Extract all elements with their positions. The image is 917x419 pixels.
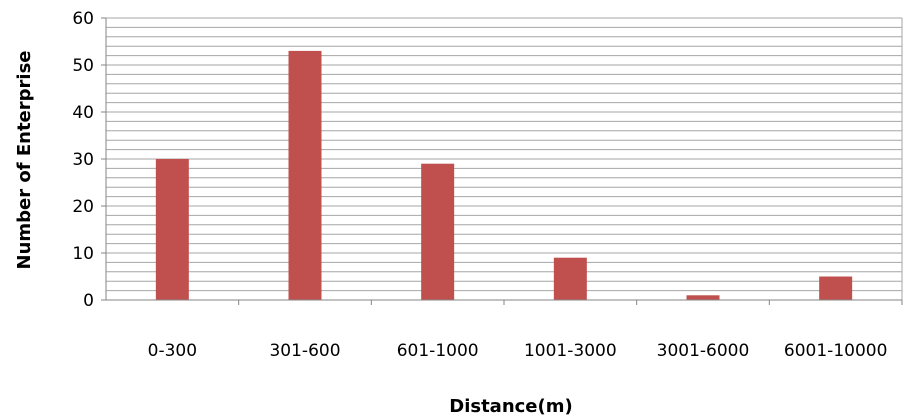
- y-tick-label: 0: [83, 291, 94, 311]
- y-tick-label: 60: [72, 9, 94, 29]
- x-tick-labels: 0-300 301-600 601-1000 1001-3000 3001-6000 60…: [148, 341, 888, 361]
- bar: [686, 295, 720, 300]
- x-tick-label: 3001-6000: [657, 341, 750, 361]
- y-tick-label: 10: [72, 244, 94, 264]
- x-tick-label: 6001-10000: [784, 341, 887, 361]
- y-tick-labels: 0 10 20 30 40 50 60: [72, 9, 94, 311]
- bar: [819, 276, 853, 300]
- axes: [101, 17, 903, 305]
- bars: [155, 50, 853, 301]
- bar: [553, 257, 587, 300]
- bar: [155, 159, 189, 300]
- bar: [421, 163, 455, 300]
- y-tick-label: 20: [72, 197, 94, 217]
- x-tick-label: 601-1000: [397, 341, 479, 361]
- x-axis-title: Distance(m): [449, 396, 572, 417]
- gridlines: [106, 17, 903, 300]
- x-tick-label: 301-600: [269, 341, 340, 361]
- x-tick-label: 0-300: [148, 341, 197, 361]
- bar: [288, 50, 322, 301]
- y-tick-label: 40: [72, 103, 94, 123]
- y-axis-title: Number of Enterprise: [14, 51, 35, 270]
- y-tick-label: 30: [72, 150, 94, 170]
- x-tick-label: 1001-3000: [524, 341, 617, 361]
- y-tick-label: 50: [72, 56, 94, 76]
